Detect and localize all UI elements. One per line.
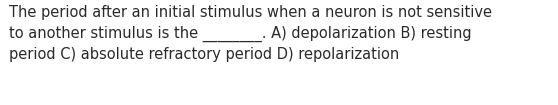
Text: The period after an initial stimulus when a neuron is not sensitive
to another s: The period after an initial stimulus whe…	[9, 5, 492, 62]
